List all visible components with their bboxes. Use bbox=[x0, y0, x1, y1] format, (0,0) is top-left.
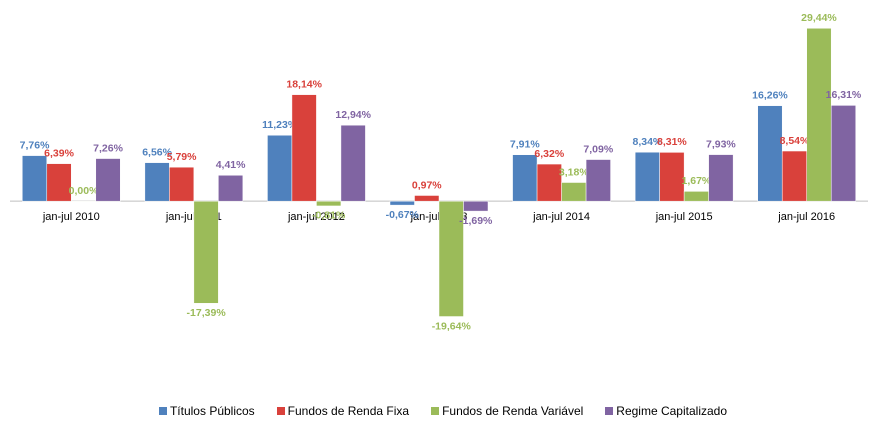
value-label: 16,26% bbox=[752, 89, 788, 101]
x-tick-label: jan-jul 2012 bbox=[287, 211, 345, 223]
value-label: 7,93% bbox=[706, 138, 736, 150]
value-label: -0,67% bbox=[386, 209, 420, 221]
bar bbox=[463, 200, 489, 212]
bar bbox=[193, 200, 219, 304]
value-label: 8,34% bbox=[633, 136, 663, 148]
bar bbox=[634, 151, 660, 202]
value-label: 11,23% bbox=[262, 119, 298, 131]
value-label: 8,54% bbox=[780, 135, 810, 147]
value-label: 4,41% bbox=[216, 159, 246, 171]
bar bbox=[218, 175, 244, 202]
legend-item: Fundos de Renda Fixa bbox=[276, 404, 410, 418]
x-tick-label: jan-jul 2010 bbox=[42, 211, 100, 223]
value-label: 16,31% bbox=[826, 89, 862, 101]
bar bbox=[95, 158, 121, 202]
value-label: 5,79% bbox=[167, 151, 197, 163]
value-label: 0,00% bbox=[69, 185, 99, 197]
x-tick-label: jan-jul 2015 bbox=[655, 211, 713, 223]
value-label: 0,97% bbox=[412, 179, 442, 191]
bar bbox=[659, 152, 685, 202]
x-tick-label: jan-jul 2016 bbox=[777, 211, 835, 223]
value-label: -0,81% bbox=[312, 210, 346, 222]
bar bbox=[757, 105, 783, 202]
bar bbox=[512, 154, 538, 202]
legend-label: Fundos de Renda Variável bbox=[442, 404, 584, 418]
bar bbox=[291, 94, 317, 202]
legend-label: Regime Capitalizado bbox=[616, 404, 728, 418]
value-label: 1,67% bbox=[682, 175, 712, 187]
legend-swatch bbox=[158, 407, 167, 415]
bar bbox=[22, 155, 48, 202]
value-label: 12,94% bbox=[335, 109, 371, 121]
bar bbox=[683, 191, 709, 202]
value-label: 6,32% bbox=[534, 148, 564, 160]
value-label: 8,31% bbox=[657, 136, 687, 148]
bar bbox=[781, 150, 807, 202]
bar bbox=[389, 200, 415, 206]
legend-item: Fundos de Renda Variável bbox=[431, 404, 583, 418]
bar bbox=[830, 105, 856, 202]
legend-item: Regime Capitalizado bbox=[605, 404, 727, 418]
value-label: -17,39% bbox=[187, 307, 227, 319]
legend-swatch bbox=[276, 407, 285, 415]
value-label: 3,18% bbox=[559, 166, 589, 178]
bar bbox=[144, 162, 170, 202]
legend-label: Fundos de Renda Fixa bbox=[287, 404, 410, 418]
bar bbox=[536, 163, 562, 202]
legend-item: Títulos Públicos bbox=[158, 404, 255, 418]
value-label: 7,91% bbox=[510, 139, 540, 151]
bar bbox=[561, 182, 587, 202]
value-label: 29,44% bbox=[801, 12, 837, 24]
bar bbox=[438, 200, 464, 317]
legend-label: Títulos Públicos bbox=[169, 404, 255, 418]
x-tick-label: jan-jul 2014 bbox=[532, 211, 590, 223]
bar bbox=[806, 28, 832, 202]
legend: Títulos Públicos Fundos de Renda Fixa Fund… bbox=[0, 404, 886, 418]
value-label: 6,56% bbox=[142, 146, 172, 158]
value-label: 7,76% bbox=[20, 139, 50, 151]
bar bbox=[169, 166, 195, 202]
value-label: 18,14% bbox=[286, 78, 322, 90]
bar bbox=[267, 134, 293, 202]
bar bbox=[585, 159, 611, 202]
bar bbox=[316, 200, 342, 207]
legend-swatch bbox=[605, 407, 614, 415]
legend-swatch bbox=[431, 407, 440, 415]
bar bbox=[708, 154, 734, 202]
value-label: 7,26% bbox=[93, 142, 123, 154]
value-label: 7,09% bbox=[583, 143, 613, 155]
value-label: -19,64% bbox=[432, 320, 472, 332]
bar bbox=[71, 200, 97, 202]
bar bbox=[414, 195, 440, 202]
value-label: -1,69% bbox=[459, 215, 493, 227]
bar bbox=[46, 163, 72, 202]
value-label: 6,39% bbox=[44, 147, 74, 159]
bar bbox=[340, 124, 366, 202]
